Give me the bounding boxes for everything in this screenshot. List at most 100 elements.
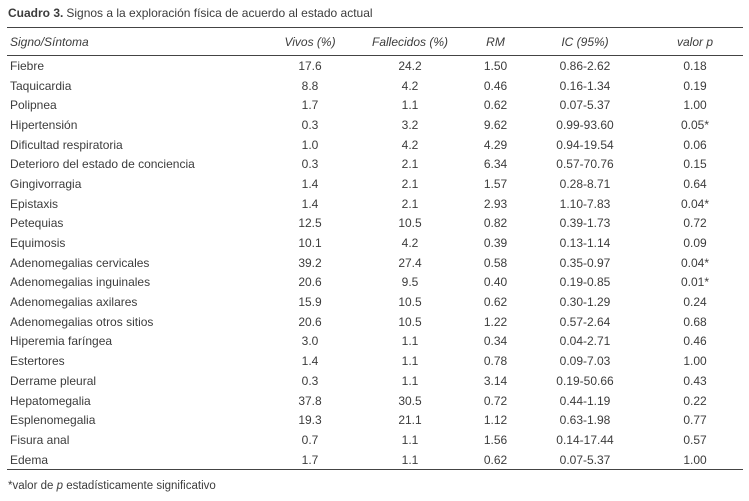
row-label: Petequias [10, 216, 64, 231]
row-value: 0.39 [483, 236, 508, 251]
column-header-ci-95: IC (95%) [523, 28, 647, 56]
table-row: Polipnea 1.7 1.1 0.62 0.07-5.37 1.00 [7, 95, 743, 115]
row-value: 3.14 [483, 373, 508, 388]
row-value: 9.5 [401, 275, 419, 290]
row-value: 0.05* [680, 117, 710, 132]
table-row: Edema 1.7 1.1 0.62 0.07-5.37 1.00 [7, 449, 743, 471]
row-value: 0.57-70.76 [556, 157, 614, 172]
row-value: 10.5 [398, 216, 422, 231]
table-footnote: *valor de p estadísticamente significati… [7, 470, 743, 493]
table-row: Equimosis 10.1 4.2 0.39 0.13-1.14 0.09 [7, 233, 743, 253]
row-value: 0.57 [683, 432, 707, 447]
row-value: 1.00 [683, 98, 707, 113]
row-value: 0.86-2.62 [559, 58, 611, 73]
row-value: 0.63-1.98 [559, 413, 611, 428]
row-value: 1.12 [483, 413, 508, 428]
row-value: 0.04* [680, 255, 710, 270]
column-header-p-value: valor p [647, 28, 743, 56]
row-value: 0.07-5.37 [559, 98, 611, 113]
row-value: 1.4 [301, 354, 319, 369]
row-value: 19.3 [298, 413, 322, 428]
row-value: 20.6 [298, 275, 322, 290]
row-value: 0.39-1.73 [559, 216, 611, 231]
table-row: Adenomegalias inguinales 20.6 9.5 0.40 0.19-… [7, 273, 743, 293]
column-header-rm: RM [468, 28, 523, 56]
row-value: 24.2 [398, 58, 422, 73]
row-value: 0.62 [483, 98, 508, 113]
row-label: Polipnea [10, 98, 57, 113]
row-value: 17.6 [298, 58, 322, 73]
row-value: 10.5 [398, 314, 422, 329]
row-value: 0.94-19.54 [556, 137, 614, 152]
row-value: 39.2 [298, 255, 322, 270]
row-value: 21.1 [398, 413, 422, 428]
column-header-deceased-pct: Fallecidos (%) [352, 28, 468, 56]
table-row: Fiebre 17.6 24.2 1.50 0.86-2.62 0.18 [7, 56, 743, 76]
row-value: 0.46 [683, 334, 707, 349]
row-value: 3.0 [301, 334, 319, 349]
row-value: 9.62 [483, 117, 508, 132]
row-label: Epistaxis [10, 196, 59, 211]
row-label: Edema [7, 449, 268, 471]
row-value: 1.1 [401, 98, 419, 113]
row-value: 4.2 [401, 78, 419, 93]
row-label: Adenomegalias cervicales [10, 255, 150, 270]
row-value: 0.30-1.29 [559, 295, 611, 310]
table-title-text: Signos a la exploración física de acuerd… [66, 6, 373, 20]
row-value: 4.2 [401, 137, 419, 152]
table-row: Petequias 12.5 10.5 0.82 0.39-1.73 0.72 [7, 214, 743, 234]
row-value: 0.62 [483, 295, 508, 310]
row-value: 0.3 [301, 117, 319, 132]
table-title: Cuadro 3. Signos a la exploración física … [7, 4, 743, 28]
row-value: 1.10-7.83 [559, 196, 611, 211]
row-value: 4.2 [401, 236, 419, 251]
row-label: Fisura anal [10, 432, 70, 447]
row-label: Adenomegalias axilares [10, 295, 138, 310]
row-value: 0.09 [683, 236, 707, 251]
row-value: 0.43 [683, 373, 707, 388]
row-value: 30.5 [398, 393, 422, 408]
row-value: 0.24 [683, 295, 707, 310]
table-row: Estertores 1.4 1.1 0.78 0.09-7.03 1.00 [7, 351, 743, 371]
row-value: 2.93 [483, 196, 508, 211]
row-value: 2.1 [401, 176, 419, 191]
row-value: 0.18 [683, 58, 707, 73]
row-value: 0.16-1.34 [559, 78, 611, 93]
row-value: 0.82 [483, 216, 508, 231]
row-value: 6.34 [483, 157, 508, 172]
table-body: Fiebre 17.6 24.2 1.50 0.86-2.62 0.18 Taquicard… [7, 56, 743, 471]
row-value: 1.1 [401, 373, 419, 388]
row-value: 20.6 [298, 314, 322, 329]
row-value: 15.9 [298, 295, 322, 310]
row-value: 1.0 [301, 137, 319, 152]
footnote-suffix: estadísticamente significativo [63, 480, 216, 493]
row-value: 1.00 [647, 449, 743, 471]
row-label: Deterioro del estado de conciencia [10, 157, 195, 172]
row-label: Dificultad respiratoria [10, 137, 123, 152]
row-value: 0.44-1.19 [559, 393, 611, 408]
row-value: 2.1 [401, 196, 419, 211]
row-value: 0.78 [483, 354, 508, 369]
row-value: 0.64 [683, 176, 707, 191]
row-value: 1.1 [401, 334, 419, 349]
row-label: Gingivorragia [10, 176, 82, 191]
row-value: 0.72 [483, 393, 508, 408]
row-value: 1.57 [483, 176, 508, 191]
row-value: 0.3 [301, 157, 319, 172]
row-label: Adenomegalias inguinales [10, 275, 151, 290]
footnote-p-symbol: p [56, 480, 63, 493]
row-value: 10.1 [298, 236, 322, 251]
row-label: Fiebre [10, 58, 45, 73]
row-value: 0.46 [483, 78, 508, 93]
row-value: 0.35-0.97 [559, 255, 611, 270]
table-row: Hiperemia faríngea 3.0 1.1 0.34 0.04-2.71 0.4… [7, 332, 743, 352]
row-value: 0.28-8.71 [559, 176, 611, 191]
table-row: Derrame pleural 0.3 1.1 3.14 0.19-50.66 0.43 [7, 371, 743, 391]
row-value: 1.4 [301, 176, 319, 191]
row-label: Taquicardia [10, 78, 72, 93]
row-value: 0.22 [683, 393, 707, 408]
table-row: Dificultad respiratoria 1.0 4.2 4.29 0.94-19… [7, 135, 743, 155]
row-value: 1.50 [483, 58, 508, 73]
row-value: 0.14-17.44 [556, 432, 614, 447]
